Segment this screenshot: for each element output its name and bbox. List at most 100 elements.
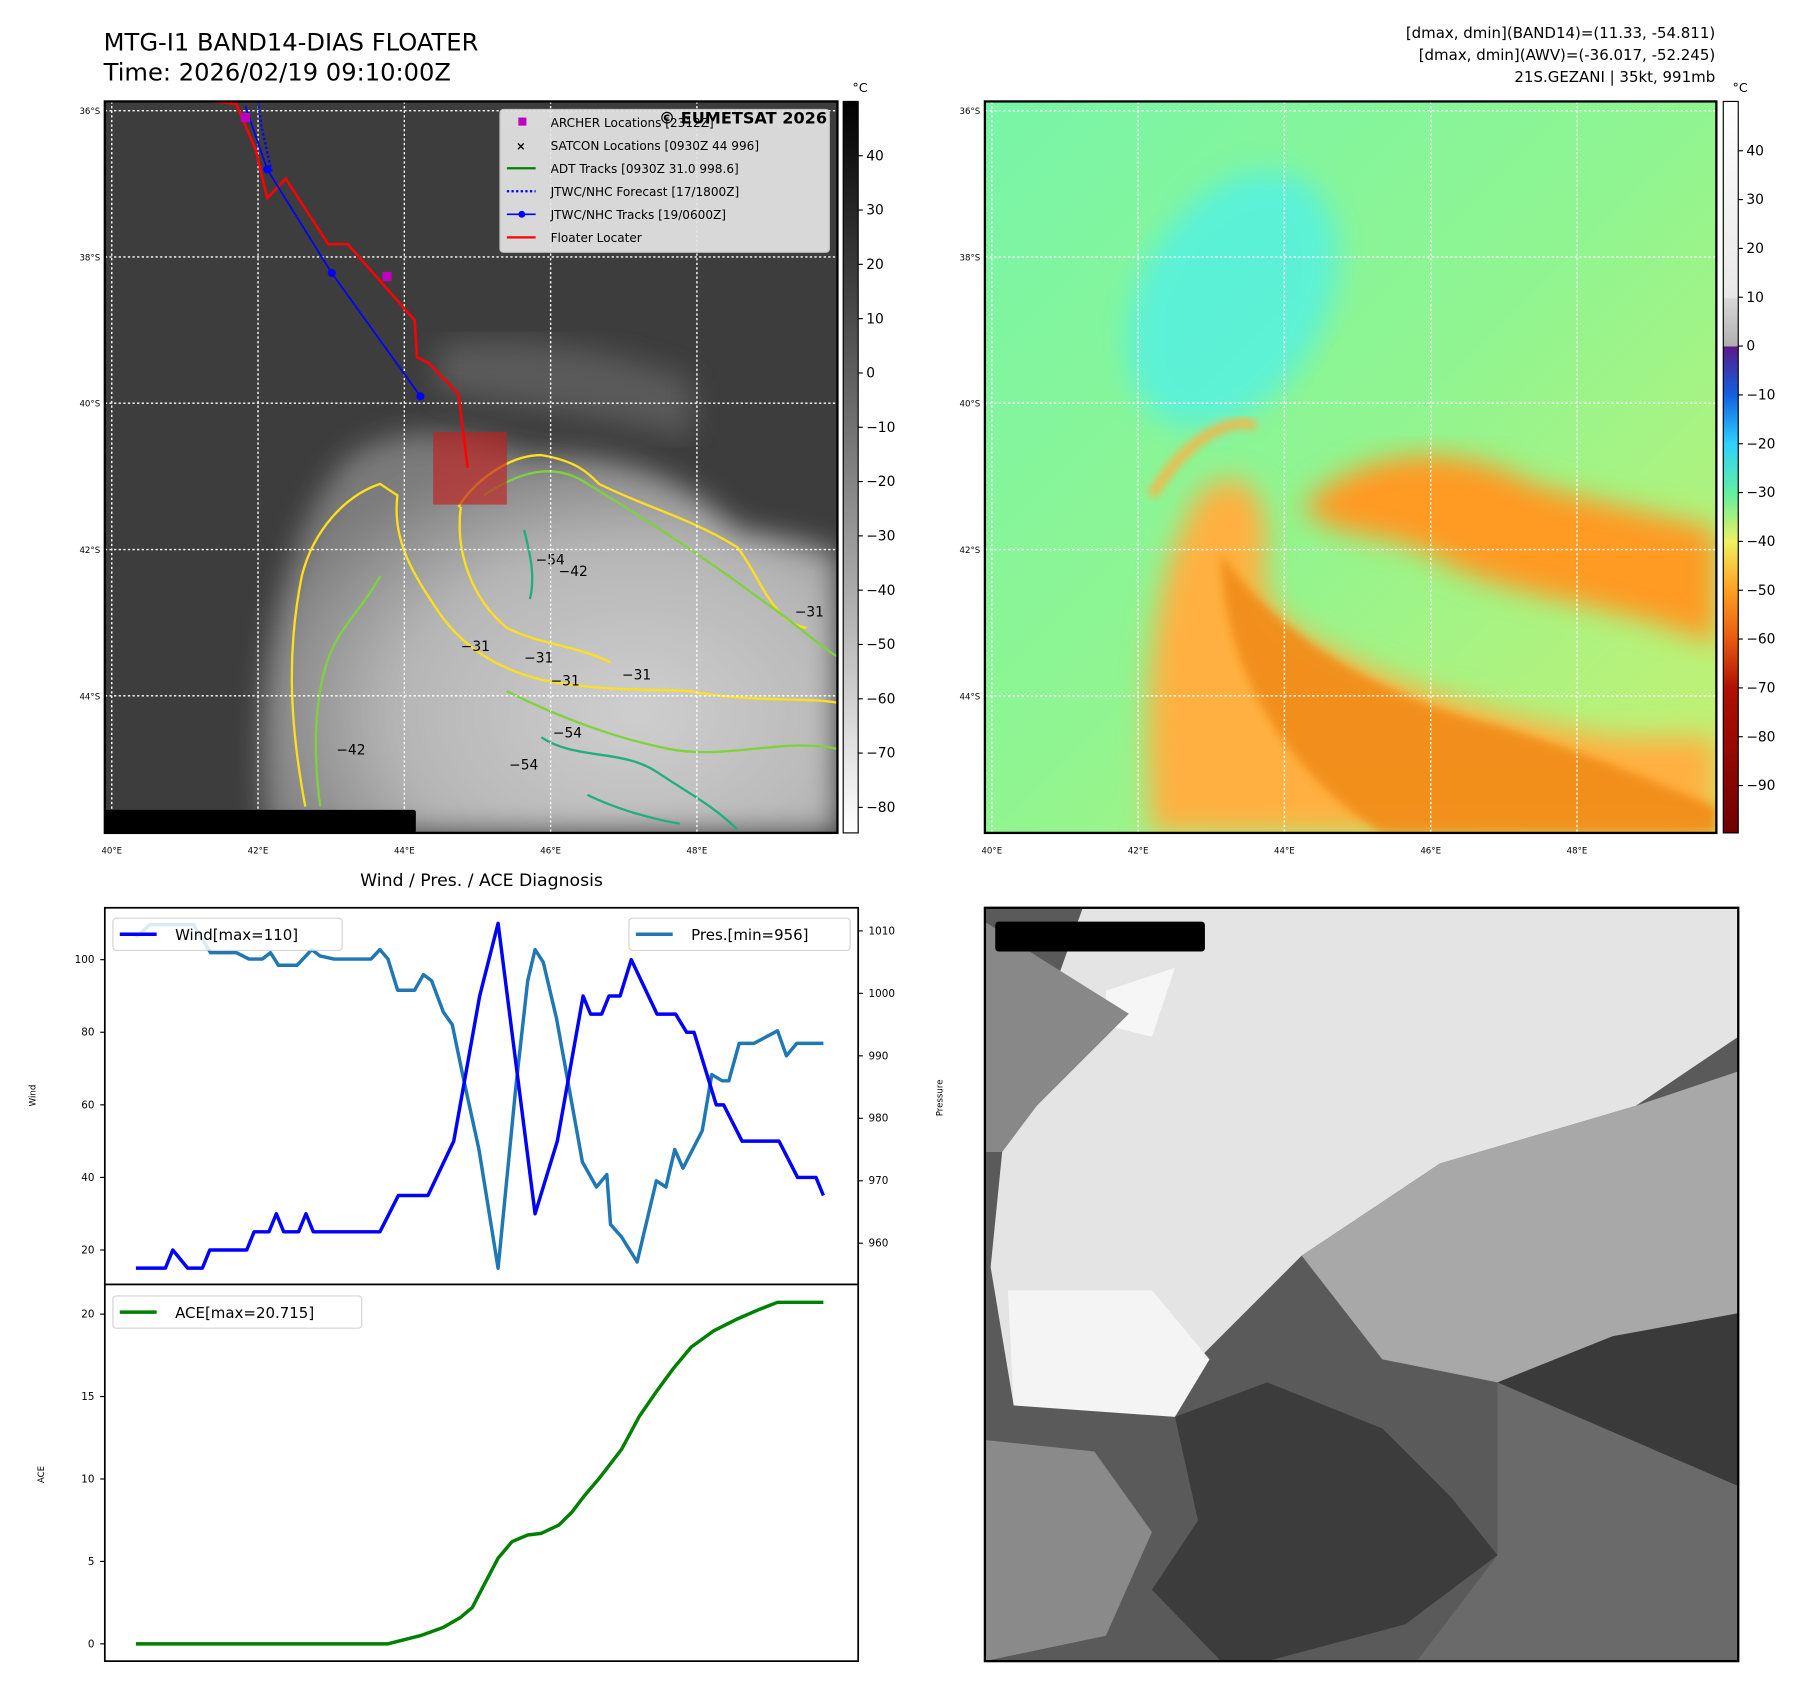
contour-label: −31 xyxy=(524,650,553,666)
colorbar-tick-label: −20 xyxy=(866,474,895,490)
colorbar-tick-label: 30 xyxy=(1746,192,1764,208)
wind-legend: Wind[max=110] xyxy=(112,917,343,951)
series-line-ace xyxy=(135,1300,824,1646)
figure-time: Time: 2026/02/19 09:10:00Z xyxy=(103,59,451,87)
legend-label: Wind[max=110] xyxy=(175,926,298,944)
colorbar-tick-label: 10 xyxy=(866,311,884,327)
map-legend: © EUMETSAT 2026 × ARCHER Locations [2312… xyxy=(499,108,830,253)
y-tick-label: 5 xyxy=(88,1556,95,1568)
colorbar-band14-ticks: 40 30 20 10 0 −10 −20 −30 −40 −50 −60 −70 −80 xyxy=(858,148,895,816)
y-tick-label: 80 xyxy=(81,1027,94,1039)
ace-chart xyxy=(103,1283,860,1663)
copyright-text: Copyright © 2020-2026 Dapiya xyxy=(108,813,369,831)
contour-label: −31 xyxy=(622,668,651,684)
colorbar-tick-label: −60 xyxy=(866,691,895,707)
y-tick-label: 60 xyxy=(81,1099,94,1111)
wmg-cold-band xyxy=(990,907,1739,1406)
square-marker-icon xyxy=(518,117,527,126)
legend-label: ARCHER Locations [2312Z] xyxy=(551,116,714,130)
wind-pressure-chart xyxy=(103,906,860,1286)
contour-label: −54 xyxy=(509,758,538,774)
map-gridlines xyxy=(984,101,1717,833)
band14-map[interactable]: −31 −31 −31 −31 −31 −42 −42 −54 −54 −54 … xyxy=(103,101,838,833)
lon-label: 48°E xyxy=(1567,847,1588,857)
lon-label: 40°E xyxy=(981,847,1002,857)
colorbar-tick-label: −30 xyxy=(866,528,895,544)
cloud-band xyxy=(1147,418,1258,498)
legend-label: JTWC/NHC Tracks [19/0600Z] xyxy=(550,208,726,222)
colorbar-tick-label: −30 xyxy=(1746,485,1775,501)
contour-label: −42 xyxy=(559,564,588,580)
legend-label: Pres.[min=956] xyxy=(691,926,808,944)
lon-label: 44°E xyxy=(394,847,415,857)
lat-label: 42°S xyxy=(79,546,100,556)
y-tick-label: 20 xyxy=(81,1244,94,1256)
lon-labels-right: 40°E 42°E 44°E 46°E 48°E xyxy=(981,847,1587,857)
legend-label: ACE[max=20.715] xyxy=(175,1304,314,1322)
contour-label: −54 xyxy=(536,553,565,569)
track-point xyxy=(327,269,336,278)
y2-tick-label: 990 xyxy=(869,1050,889,1062)
colorbar-tick-label: −90 xyxy=(1746,778,1775,794)
y2-tick-label: 1000 xyxy=(869,988,895,1000)
forecast-track xyxy=(256,101,273,174)
wind-axis-label: Wind xyxy=(29,1085,39,1107)
contours xyxy=(290,453,838,831)
lon-label: 42°E xyxy=(1128,847,1149,857)
awv-map[interactable] xyxy=(984,101,1717,833)
colorbar-tick-label: 30 xyxy=(866,203,884,219)
cloud-band xyxy=(437,341,692,438)
lat-label: 44°S xyxy=(79,692,100,702)
pressure-axis-label: Pressure xyxy=(935,1079,945,1116)
lat-label: 36°S xyxy=(960,107,981,117)
y2-tick-label: 970 xyxy=(869,1175,889,1187)
colorbar-tick-label: −60 xyxy=(1746,632,1775,648)
colorbar-tick-label: 20 xyxy=(866,257,884,273)
lat-labels-right: 36°S 38°S 40°S 42°S 44°S xyxy=(960,107,981,702)
colorbar-tick-label: −80 xyxy=(1746,729,1775,745)
contour-labels: −31 −31 −31 −31 −31 −42 −42 −54 −54 −54 xyxy=(336,553,824,774)
colorbar-tick-label: 10 xyxy=(1746,290,1764,306)
wmg-panel[interactable]: WMG Count: 345 xyxy=(984,907,1739,1662)
colorbar-tick-label: 0 xyxy=(866,366,875,382)
colorbar-band14 xyxy=(842,100,859,834)
contour-label: −31 xyxy=(551,673,580,689)
pressure-legend: Pres.[min=956] xyxy=(628,917,851,951)
colorbar-tick-label: −10 xyxy=(1746,388,1775,404)
figure-title: MTG-I1 BAND14-DIAS FLOATER xyxy=(104,29,479,57)
copyright-box xyxy=(104,809,416,833)
lon-label: 48°E xyxy=(687,847,708,857)
contour-label: −31 xyxy=(795,604,824,620)
colorbar-tick-label: 0 xyxy=(1746,339,1755,355)
colorbar-unit: °C xyxy=(1732,80,1747,95)
y-tick-label: 15 xyxy=(81,1391,94,1403)
lat-label: 36°S xyxy=(79,107,100,117)
y-tick-label: 0 xyxy=(88,1638,95,1650)
wmg-count-box xyxy=(995,921,1205,952)
colorbar-unit: °C xyxy=(852,80,867,95)
track-point xyxy=(263,165,272,174)
colorbar-tick-label: −40 xyxy=(866,583,895,599)
colorbar-tick-label: 40 xyxy=(1746,143,1764,159)
colorbar-tick-label: −10 xyxy=(866,420,895,436)
lon-label: 46°E xyxy=(540,847,561,857)
cloud-shield xyxy=(262,433,838,833)
colorbar-tick-label: −50 xyxy=(866,637,895,653)
x-marker-icon: × xyxy=(516,139,526,153)
colorbar-tick-label: 40 xyxy=(866,148,884,164)
y2-tick-label: 980 xyxy=(869,1113,889,1125)
lat-label: 38°S xyxy=(79,253,100,263)
colorbar-tick-label: −80 xyxy=(866,800,895,816)
stats-awv: [dmax, dmin](AWV)=(-36.017, -52.245) xyxy=(1419,46,1715,64)
wmg-frame xyxy=(983,906,1740,1663)
colorbar-tick-label: −70 xyxy=(866,746,895,762)
colorbar-tick-label: −70 xyxy=(1746,680,1775,696)
cloud-swirl xyxy=(1301,455,1717,646)
legend-label: SATCON Locations [0930Z 44 996] xyxy=(551,139,759,153)
legend-label: Floater Locater xyxy=(551,231,642,245)
colorbar-tick-label: −40 xyxy=(1746,534,1775,550)
lat-labels-left: 36°S 38°S 40°S 42°S 44°S xyxy=(79,107,100,702)
chart-title: Wind / Pres. / ACE Diagnosis xyxy=(360,871,603,891)
